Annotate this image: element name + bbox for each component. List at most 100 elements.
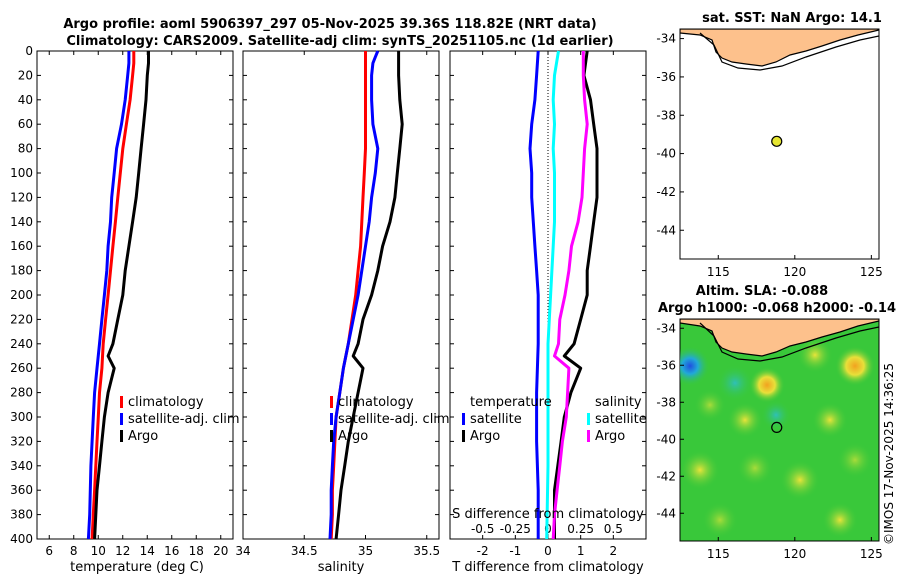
x-tick-label: 18 bbox=[189, 544, 204, 558]
lon-tick-label: 125 bbox=[860, 547, 883, 561]
sst-map-title: sat. SST: NaN Argo: 14.1 bbox=[702, 11, 882, 26]
depth-tick-label: 220 bbox=[10, 312, 33, 326]
x-tick-label: 2 bbox=[610, 544, 618, 558]
sla-title-line-1: Altim. SLA: -0.088 bbox=[696, 284, 828, 299]
sla-eddy bbox=[780, 460, 820, 500]
dlegend-swatch-s-argo bbox=[587, 430, 590, 442]
legend-temperature-title: temperature bbox=[470, 395, 552, 410]
salinity-panel: 34 34.5 35 35.5 salinity climatology satell… bbox=[235, 50, 450, 575]
t-difference-x-axis: -2 -1 0 1 2 bbox=[477, 51, 617, 558]
lon-tick-label: 125 bbox=[860, 265, 883, 279]
depth-tick-label: 400 bbox=[10, 532, 33, 546]
dlegend-swatch-t-argo bbox=[462, 430, 465, 442]
depth-tick-label: 120 bbox=[10, 190, 33, 204]
temperature-legend: climatology satellite-adj. clim Argo bbox=[120, 395, 240, 444]
series-line-t-satellite bbox=[528, 50, 540, 539]
x-tick-label: -2 bbox=[477, 544, 489, 558]
difference-legend: temperature satellite Argo salinity sate… bbox=[462, 395, 647, 444]
s-tick-label: 0.25 bbox=[567, 522, 594, 536]
title-line-1: Argo profile: aoml 5906397_297 05-Nov-20… bbox=[63, 17, 596, 32]
sla-lat-axis: -34 -36 -38 -40 -42 -44 bbox=[656, 321, 684, 520]
salinity-series bbox=[328, 50, 404, 540]
lat-tick-label: -44 bbox=[656, 506, 676, 520]
lat-tick-label: -40 bbox=[656, 432, 676, 446]
lon-tick-label: 115 bbox=[707, 547, 730, 561]
depth-tick-label: 0 bbox=[25, 44, 33, 58]
sla-map: Altim. SLA: -0.088 Argo h1000: -0.068 h2… bbox=[656, 284, 896, 561]
depth-tick-label: 40 bbox=[18, 93, 33, 107]
depth-tick-label: 320 bbox=[10, 434, 33, 448]
sla-eddy bbox=[837, 442, 873, 478]
salinity-xlabel: salinity bbox=[318, 560, 365, 575]
legend-argo: Argo bbox=[128, 429, 158, 444]
depth-tick-label: 340 bbox=[10, 459, 33, 473]
lon-tick-label: 120 bbox=[783, 547, 806, 561]
legend-swatch-climatology bbox=[120, 396, 123, 408]
legend-satellite: satellite-adj. clim bbox=[128, 412, 240, 427]
sal-legend-swatch-satellite bbox=[330, 413, 333, 425]
x-tick-label: 20 bbox=[213, 544, 228, 558]
legend-swatch-satellite bbox=[120, 413, 123, 425]
sla-argo-float-marker bbox=[771, 421, 783, 434]
depth-tick-label: 140 bbox=[10, 215, 33, 229]
depth-tick-label: 360 bbox=[10, 483, 33, 497]
lat-tick-label: -36 bbox=[656, 358, 676, 372]
legend-swatch-argo bbox=[120, 430, 123, 442]
x-tick-label: 10 bbox=[91, 544, 106, 558]
depth-tick-label: 240 bbox=[10, 337, 33, 351]
sst-map-land bbox=[680, 29, 879, 71]
series-line-climatology bbox=[90, 51, 136, 540]
sst-isobath bbox=[699, 32, 879, 71]
x-tick-label: 35 bbox=[358, 544, 373, 558]
sla-eddy bbox=[812, 402, 848, 438]
series-line-s-argo bbox=[551, 51, 589, 540]
sla-isobath bbox=[699, 322, 879, 362]
series-line-argo bbox=[93, 51, 150, 540]
lat-tick-label: -42 bbox=[656, 185, 676, 199]
sla-eddy bbox=[737, 450, 773, 486]
sla-title-line-2: Argo h1000: -0.068 h2000: -0.14 bbox=[658, 301, 896, 316]
sst-lat-axis: -34 -36 -38 -40 -42 -44 bbox=[656, 32, 684, 237]
difference-series bbox=[528, 50, 599, 540]
x-tick-label: 14 bbox=[140, 544, 155, 558]
sal-legend-swatch-argo bbox=[330, 430, 333, 442]
lat-tick-label: -34 bbox=[656, 321, 676, 335]
x-tick-label: 1 bbox=[577, 544, 585, 558]
sla-eddy bbox=[727, 402, 763, 438]
x-tick-label: 34.5 bbox=[291, 544, 318, 558]
sal-legend-swatch-climatology bbox=[330, 396, 333, 408]
lat-tick-label: -42 bbox=[656, 469, 676, 483]
legend-t-satellite: satellite bbox=[470, 412, 522, 427]
sla-eddy bbox=[797, 337, 833, 373]
temperature-xlabel: temperature (deg C) bbox=[70, 560, 204, 575]
lat-tick-label: -36 bbox=[656, 70, 676, 84]
temperature-panel: 0 20 40 60 80 100 120 140 160 180 200 220 240 260 280 3… bbox=[10, 44, 240, 575]
depth-tick-label: 160 bbox=[10, 239, 33, 253]
x-tick-label: 12 bbox=[115, 544, 130, 558]
sst-map: sat. SST: NaN Argo: 14.1 115 120 125 -34-3… bbox=[656, 11, 882, 279]
temperature-series bbox=[86, 51, 150, 540]
depth-tick-label: 380 bbox=[10, 508, 33, 522]
sla-land-shape bbox=[680, 319, 879, 357]
s-tick-label: -0.5 bbox=[471, 522, 494, 536]
depth-tick-label: 180 bbox=[10, 264, 33, 278]
legend-t-argo: Argo bbox=[470, 429, 500, 444]
depth-tick-label: 200 bbox=[10, 288, 33, 302]
sla-eddy bbox=[835, 346, 875, 386]
depth-tick-label: 260 bbox=[10, 361, 33, 375]
sla-eddy bbox=[761, 400, 791, 430]
temperature-x-axis: 6 8 10 12 14 16 18 20 bbox=[45, 51, 228, 558]
series-line-satellite-adj-clim bbox=[328, 50, 380, 540]
x-tick-label: 0 bbox=[544, 544, 552, 558]
legend-salinity-title: salinity bbox=[595, 395, 642, 410]
sal-legend-argo: Argo bbox=[338, 429, 368, 444]
lat-tick-label: -44 bbox=[656, 223, 676, 237]
legend-s-satellite: satellite bbox=[595, 412, 647, 427]
sla-lon-axis: 115 120 125 bbox=[707, 537, 883, 561]
temperature-axes-box bbox=[36, 50, 234, 540]
legend-climatology: climatology bbox=[128, 395, 204, 410]
lat-tick-label: -40 bbox=[656, 147, 676, 161]
sst-lon-axis: 115 120 125 bbox=[707, 255, 883, 279]
sla-eddy bbox=[680, 450, 720, 490]
